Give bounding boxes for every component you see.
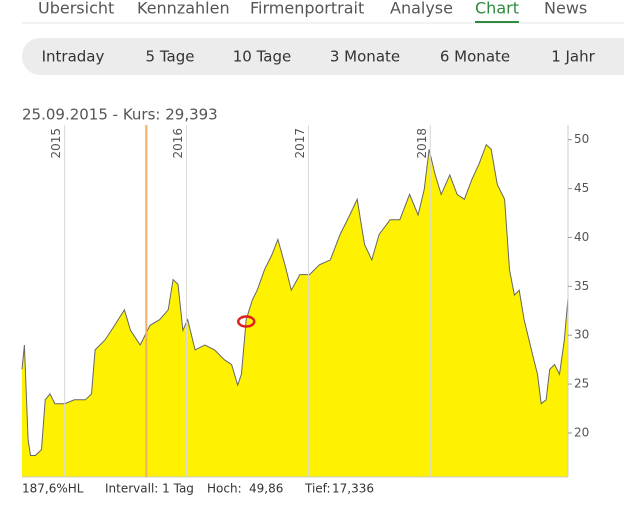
y-tick-label: 50 bbox=[574, 132, 589, 146]
period-button[interactable]: 3 Monate bbox=[330, 48, 400, 66]
x-tick-label: 2015 bbox=[49, 128, 63, 159]
period-button[interactable]: 1 Jahr bbox=[551, 48, 595, 66]
footer-high: 49,86 bbox=[249, 482, 283, 496]
footer-low-label: Tief: bbox=[304, 482, 331, 496]
period-button[interactable]: 5 Tage bbox=[146, 48, 195, 66]
period-bar bbox=[22, 38, 624, 75]
y-tick-label: 35 bbox=[574, 279, 589, 293]
period-button[interactable]: 10 Tage bbox=[233, 48, 291, 66]
x-tick-label: 2016 bbox=[171, 128, 185, 159]
footer-high-label: Hoch: bbox=[207, 482, 242, 496]
y-tick-label: 45 bbox=[574, 181, 589, 195]
nav-tab[interactable]: News bbox=[544, 0, 587, 18]
event-marker bbox=[237, 315, 256, 328]
period-button[interactable]: Intraday bbox=[42, 48, 105, 66]
nav-tab[interactable]: Übersicht bbox=[38, 0, 114, 18]
x-tick-label: 2017 bbox=[293, 128, 307, 159]
footer-low: 17,336 bbox=[332, 482, 374, 496]
x-tick-label: 2018 bbox=[415, 128, 429, 159]
price-area bbox=[22, 144, 568, 477]
footer-range: 187,6%HL bbox=[22, 482, 84, 496]
footer-interval: Intervall: 1 Tag bbox=[105, 482, 194, 496]
y-tick-label: 25 bbox=[574, 377, 589, 391]
y-tick-label: 40 bbox=[574, 230, 589, 244]
period-button[interactable]: 6 Monate bbox=[440, 48, 510, 66]
nav-tab[interactable]: Firmenportrait bbox=[250, 0, 364, 18]
nav-tab[interactable]: Analyse bbox=[390, 0, 453, 18]
nav-tab[interactable]: Chart bbox=[475, 0, 519, 18]
price-line bbox=[21, 143, 569, 456]
chart-header: 25.09.2015 - Kurs: 29,393 bbox=[22, 106, 218, 124]
y-tick-label: 20 bbox=[574, 426, 589, 440]
y-tick-label: 30 bbox=[574, 328, 589, 342]
nav-tab[interactable]: Kennzahlen bbox=[137, 0, 230, 18]
